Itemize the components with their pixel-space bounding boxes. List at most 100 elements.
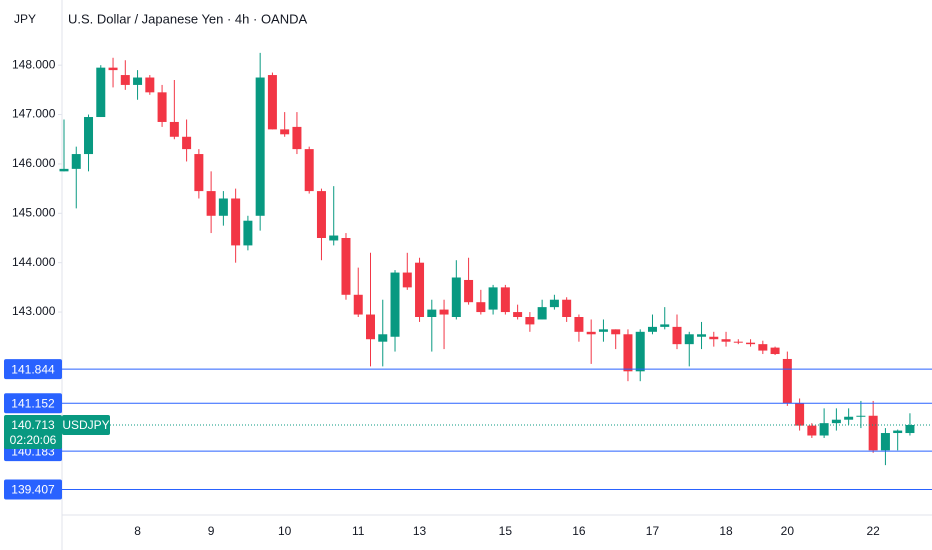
symbol-label: USDJPY [62, 418, 109, 432]
candle-body [182, 136, 192, 150]
countdown: 02:20:06 [10, 433, 57, 447]
price-line-label-bg [4, 393, 62, 414]
candle-body [120, 75, 130, 85]
candle-body [525, 316, 535, 325]
candle-body [635, 331, 645, 372]
candle-body [819, 423, 829, 436]
candle-body [206, 191, 216, 216]
candle-body [157, 92, 167, 122]
x-tick-label: 16 [572, 524, 586, 538]
candle-body [329, 235, 339, 241]
candle-body [84, 117, 94, 155]
y-tick-label: 144.000 [12, 255, 56, 269]
candle-body [905, 424, 915, 434]
candle-body [304, 149, 314, 192]
y-tick-label: 143.000 [12, 304, 56, 318]
candle-body [856, 415, 866, 417]
candle-body [758, 344, 768, 351]
candle-body [378, 334, 388, 342]
candle-body [598, 329, 608, 332]
candle-body [231, 198, 241, 246]
candle-body [733, 341, 743, 343]
x-tick-label: 17 [646, 524, 660, 538]
candle-body [660, 324, 670, 327]
candle-body [267, 75, 277, 130]
candle-body [647, 326, 657, 332]
candle-body [611, 329, 621, 335]
candle-body [586, 331, 596, 335]
candle-body [169, 121, 179, 137]
x-tick-label: 18 [719, 524, 733, 538]
candle-body [500, 287, 510, 313]
candle-body [562, 299, 572, 317]
y-tick-label: 145.000 [12, 205, 56, 219]
candle-body [341, 237, 351, 295]
candle-body [709, 336, 719, 340]
candle-body [844, 416, 854, 420]
candle-body [476, 302, 486, 313]
candle-body [574, 316, 584, 332]
candle-body [513, 312, 523, 317]
candle-body [427, 309, 437, 317]
price-line-label-bg [4, 479, 62, 500]
candle-body [488, 287, 498, 310]
candle-body [415, 262, 425, 317]
candle-body [770, 347, 780, 355]
candle-body [623, 334, 633, 372]
candle-body [868, 415, 878, 451]
candle-body [537, 307, 547, 320]
candle-body [71, 154, 81, 169]
candle-body [439, 309, 449, 315]
candle-body [353, 294, 363, 315]
candle-body [390, 272, 400, 337]
x-tick-label: 22 [866, 524, 880, 538]
x-tick-label: 11 [352, 524, 365, 538]
chart-title: U.S. Dollar / Japanese Yen · 4h · OANDA [68, 11, 308, 26]
candle-body [316, 191, 326, 238]
symbol-label-bg [62, 414, 110, 435]
candle-body [831, 419, 841, 424]
candle-body [746, 342, 756, 345]
candle-body [255, 77, 265, 216]
price-line-label: 139.407 [11, 483, 55, 497]
candle-body [451, 277, 461, 317]
x-tick-label: 9 [208, 524, 215, 538]
axis-unit: JPY [14, 12, 36, 26]
candle-body [280, 129, 290, 135]
x-tick-label: 10 [278, 524, 292, 538]
x-tick-label: 15 [499, 524, 513, 538]
price-line-label: 141.844 [11, 362, 55, 376]
candle-body [782, 358, 792, 404]
candle-body [697, 334, 707, 337]
candle-body [133, 77, 143, 85]
candle-body [807, 425, 817, 436]
candle-body [96, 67, 106, 118]
y-tick-label: 147.000 [12, 107, 56, 121]
candle-body [402, 272, 412, 288]
x-tick-label: 20 [781, 524, 795, 538]
price-line-label: 141.152 [11, 396, 55, 410]
candle-body [549, 299, 559, 308]
y-tick-label: 146.000 [12, 156, 56, 170]
price-line-label-bg [4, 359, 62, 380]
candle-body [672, 326, 682, 345]
candle-body [243, 220, 253, 246]
candle-body [795, 403, 805, 426]
candle-body [145, 77, 155, 93]
plot [59, 52, 915, 466]
candle-body [108, 67, 118, 71]
current-price-label: 140.713 [11, 418, 55, 432]
candle-body [721, 339, 731, 342]
candle-body [292, 126, 302, 150]
candle-body [59, 168, 69, 172]
candle-body [366, 314, 375, 340]
current-price-label-bg [4, 414, 62, 449]
candle-body [893, 430, 903, 434]
x-tick-label: 13 [413, 524, 427, 538]
candle-body [684, 334, 694, 345]
candle-body [880, 433, 890, 451]
candle-body [194, 154, 204, 192]
candle-body [218, 198, 228, 216]
x-tick-label: 8 [134, 524, 141, 538]
